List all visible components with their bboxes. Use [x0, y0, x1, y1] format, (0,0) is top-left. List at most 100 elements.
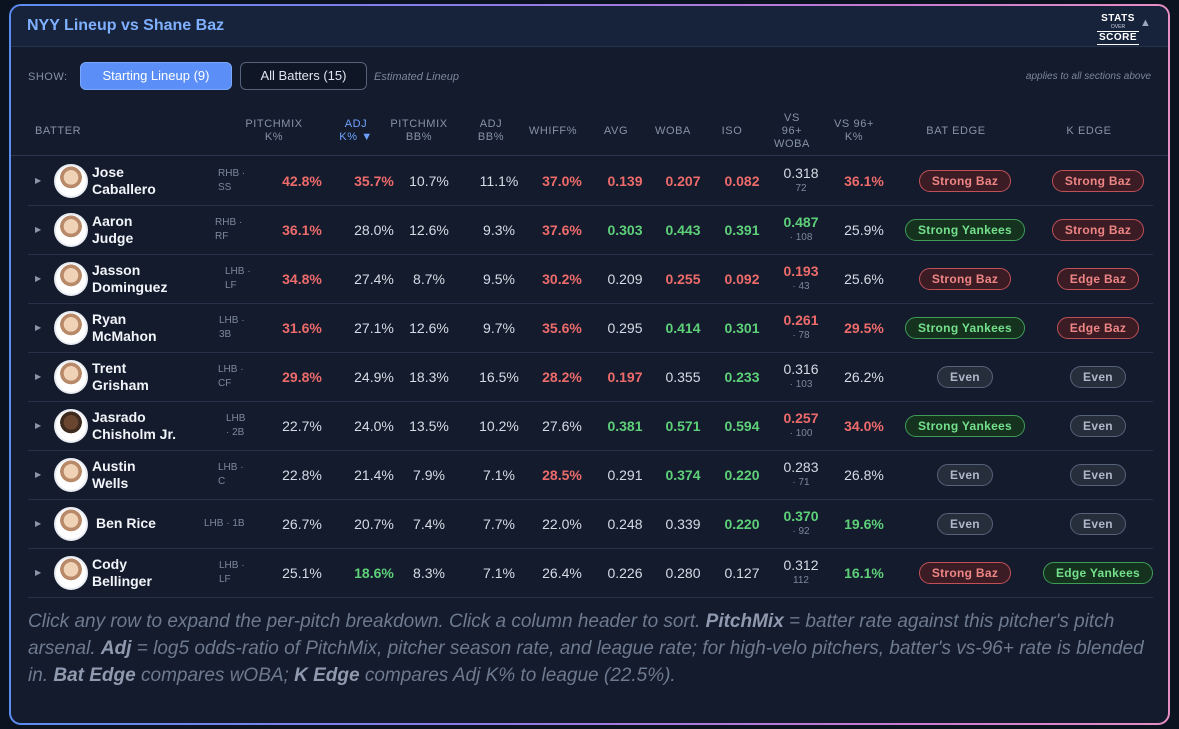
- table-row[interactable]: ▶ Ben Rice LHB · 1B 26.7% 20.7% 7.4% 7.7% 22.0%…: [28, 500, 1153, 549]
- col-adj-bb[interactable]: ADJ BB%: [451, 106, 531, 156]
- expand-caret-icon[interactable]: ▶: [35, 274, 42, 283]
- cell-pm-bb: 7.9%: [413, 467, 445, 483]
- player-hand: LHB ·: [225, 266, 251, 277]
- cell-adj-k: 27.1%: [354, 320, 394, 336]
- vs96-woba-value: 0.283: [783, 459, 819, 475]
- expand-caret-icon[interactable]: ▶: [35, 372, 42, 381]
- player-name: Jasrado Chisholm Jr.: [92, 409, 176, 443]
- cell-bat-edge: Even: [885, 353, 1045, 401]
- col-vs96-woba-line2: 96+: [781, 124, 803, 137]
- expand-caret-icon[interactable]: ▶: [35, 470, 42, 479]
- cell-whiff: 30.2%: [542, 271, 582, 287]
- vs96-woba-value: 0.318: [783, 165, 819, 181]
- player-name: Ryan McMahon: [92, 311, 157, 345]
- col-pitchmix-k[interactable]: PITCHMIX K%: [234, 106, 314, 156]
- table-row[interactable]: ▶ Jasson Dominguez LHB · LF 34.8% 27.4% 8.7% 9.5…: [28, 255, 1153, 304]
- cell-adj-k: 27.4%: [354, 271, 394, 287]
- player-pos: SS: [218, 182, 232, 193]
- col-whiff[interactable]: WHIFF%: [528, 124, 578, 137]
- col-woba[interactable]: WOBA: [654, 124, 691, 137]
- player-handedness-position: LHB · 2B: [226, 412, 245, 440]
- col-iso[interactable]: ISO: [721, 124, 743, 137]
- cell-iso: 0.301: [724, 320, 760, 336]
- player-avatar: [54, 507, 88, 541]
- player-avatar: [54, 213, 88, 247]
- col-vs96-k-line2: K%: [844, 131, 864, 143]
- col-avg[interactable]: AVG: [603, 124, 629, 137]
- cell-pm-k: 34.8%: [282, 271, 322, 287]
- bat-edge-badge: Strong Baz: [918, 268, 1012, 290]
- starting-lineup-button[interactable]: Starting Lineup (9): [80, 62, 232, 90]
- cell-avg: 0.295: [607, 320, 643, 336]
- logo-word-stats: STATS: [1101, 13, 1135, 24]
- footnote-text-3: = log5 odds-ratio of PitchMix, pitcher s…: [28, 638, 1144, 686]
- cell-pm-k: 22.7%: [282, 418, 322, 434]
- table-row[interactable]: ▶ Cody Bellinger LHB · LF 25.1% 18.6% 8.3% 7.1% 2…: [28, 549, 1154, 598]
- table-row[interactable]: ▶ Jose Caballero RHB · SS 42.8% 35.7% 10.7% 11.1…: [28, 157, 1153, 206]
- table-row[interactable]: ▶ Jasrado Chisholm Jr. LHB · 2B 22.7% 24.0% 13.…: [28, 402, 1153, 451]
- cell-k-edge: Strong Baz: [1018, 157, 1168, 205]
- cell-avg: 0.291: [607, 467, 643, 483]
- all-batters-button[interactable]: All Batters (15): [240, 62, 367, 90]
- col-adj-k[interactable]: ADJ K% ▼: [316, 106, 396, 156]
- cell-iso: 0.082: [724, 173, 760, 189]
- player-first-name: Trent: [92, 360, 127, 376]
- expand-caret-icon[interactable]: ▶: [35, 176, 42, 185]
- cell-adj-k: 35.7%: [354, 173, 394, 189]
- cell-pm-k: 36.1%: [282, 222, 322, 238]
- player-handedness-position: LHB · LF: [225, 265, 251, 293]
- player-last-name: Bellinger: [92, 573, 152, 589]
- col-adj-k-line2: K% ▼: [339, 131, 373, 143]
- expand-caret-icon[interactable]: ▶: [35, 519, 42, 528]
- cell-k-edge: Even: [1018, 451, 1168, 499]
- cell-adj-bb: 11.1%: [479, 173, 519, 189]
- player-avatar: [54, 409, 88, 443]
- cell-iso: 0.220: [724, 516, 760, 532]
- cell-vs96-woba: 0.487 · 108: [761, 206, 841, 254]
- col-batter[interactable]: BATTER: [35, 124, 82, 137]
- vs96-woba-value: 0.257: [783, 410, 819, 426]
- expand-caret-icon[interactable]: ▶: [35, 225, 42, 234]
- player-name: Jasson Dominguez: [92, 262, 167, 296]
- cell-iso: 0.092: [724, 271, 760, 287]
- panel-header[interactable]: NYY Lineup vs Shane Baz STATS OVER SCORE…: [11, 6, 1168, 47]
- show-label: SHOW:: [28, 71, 68, 83]
- expand-caret-icon[interactable]: ▶: [35, 421, 42, 430]
- player-first-name: Jasson: [92, 262, 141, 278]
- cell-pm-bb: 8.7%: [413, 271, 445, 287]
- player-pos: 3B: [219, 329, 232, 340]
- cell-pm-bb: 10.7%: [409, 173, 449, 189]
- cell-bat-edge: Strong Yankees: [885, 402, 1045, 450]
- table-header: BATTER PITCHMIX K% ADJ K% ▼ PITCHMIX BB% AD…: [11, 106, 1168, 156]
- cell-vs96-woba: 0.312 112: [761, 549, 841, 597]
- expand-caret-icon[interactable]: ▶: [35, 323, 42, 332]
- player-first-name: Ryan: [92, 311, 127, 327]
- cell-adj-bb: 9.3%: [483, 222, 515, 238]
- vs96-woba-value: 0.316: [783, 361, 819, 377]
- table-row[interactable]: ▶ Austin Wells LHB · C 22.8% 21.4% 7.9% 7.1% 28.5…: [28, 451, 1153, 500]
- table-row[interactable]: ▶ Trent Grisham LHB · CF 29.8% 24.9% 18.3% 16.5%…: [28, 353, 1153, 402]
- cell-pm-bb: 7.4%: [413, 516, 445, 532]
- col-adj-k-line1: ADJ: [344, 118, 368, 130]
- cell-vs96-k: 19.6%: [844, 516, 884, 532]
- vs96-sample-size: · 100: [789, 428, 813, 439]
- table-row[interactable]: ▶ Aaron Judge RHB · RF 36.1% 28.0% 12.6% 9.3% 37.…: [28, 206, 1153, 255]
- vs96-sample-size: · 71: [792, 477, 810, 488]
- col-vs96-k[interactable]: VS 96+ K%: [814, 106, 894, 156]
- col-k-edge[interactable]: K EDGE: [1066, 124, 1112, 137]
- collapse-chevron-icon[interactable]: ▲: [1140, 17, 1151, 29]
- cell-bat-edge: Even: [885, 451, 1045, 499]
- vs96-sample-size: · 78: [792, 330, 810, 341]
- table-row[interactable]: ▶ Ryan McMahon LHB · 3B 31.6% 27.1% 12.6% 9.7% 35…: [28, 304, 1153, 353]
- col-bat-edge[interactable]: BAT EDGE: [926, 124, 986, 137]
- vs96-sample-size: · 103: [789, 379, 813, 390]
- col-vs96-woba[interactable]: VS 96+ WOBA: [752, 106, 832, 156]
- player-name: Jose Caballero: [92, 164, 156, 198]
- footnote-term-k-edge: K Edge: [294, 665, 360, 686]
- col-pitchmix-bb[interactable]: PITCHMIX BB%: [379, 106, 459, 156]
- player-handedness-position: LHB · LF: [219, 559, 245, 587]
- expand-caret-icon[interactable]: ▶: [35, 568, 42, 577]
- cell-whiff: 37.0%: [542, 173, 582, 189]
- player-hand: LHB · 1B: [204, 518, 245, 529]
- player-hand: LHB ·: [218, 462, 244, 473]
